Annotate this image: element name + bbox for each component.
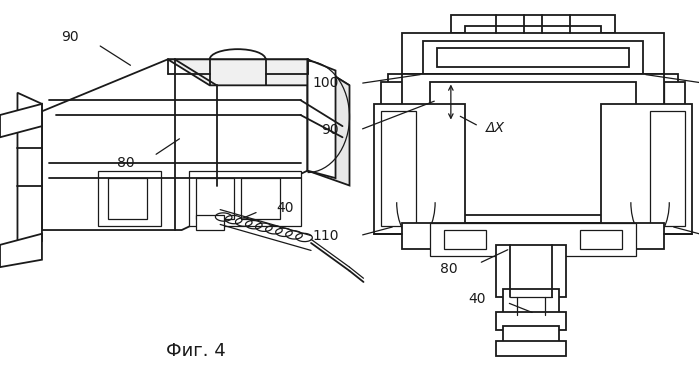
Bar — [496, 245, 566, 297]
Bar — [503, 289, 559, 315]
Text: ΔX: ΔX — [486, 121, 505, 135]
Bar — [650, 111, 685, 226]
Polygon shape — [308, 59, 350, 186]
Bar — [423, 41, 643, 74]
Bar — [437, 48, 629, 67]
Bar — [451, 15, 615, 33]
Polygon shape — [17, 93, 42, 260]
Bar — [402, 74, 664, 223]
Text: 90: 90 — [322, 123, 339, 137]
Text: 80: 80 — [117, 156, 135, 170]
Text: Фиг. 4: Фиг. 4 — [166, 342, 226, 360]
Bar — [196, 178, 234, 219]
Bar — [402, 223, 664, 249]
Polygon shape — [42, 59, 308, 230]
Bar — [503, 326, 559, 345]
Bar — [402, 33, 664, 82]
Bar — [388, 74, 451, 122]
Polygon shape — [168, 59, 350, 85]
Bar — [615, 74, 678, 122]
Bar — [402, 82, 437, 108]
Bar — [465, 26, 601, 45]
Text: 80: 80 — [440, 262, 458, 276]
Bar — [108, 178, 147, 219]
Polygon shape — [0, 234, 42, 267]
Bar — [381, 82, 416, 115]
Bar — [241, 178, 280, 219]
Polygon shape — [308, 59, 336, 178]
Text: 40: 40 — [468, 292, 486, 306]
Bar — [374, 104, 465, 234]
Bar — [629, 82, 664, 108]
Bar — [580, 230, 622, 249]
Bar — [496, 312, 566, 330]
Text: 40: 40 — [276, 201, 294, 215]
Bar — [430, 82, 636, 215]
Polygon shape — [189, 171, 301, 226]
Bar — [444, 230, 486, 249]
Bar — [496, 341, 566, 356]
Bar — [381, 111, 416, 226]
Text: 100: 100 — [312, 76, 339, 91]
Text: 90: 90 — [61, 30, 79, 44]
Bar — [650, 82, 685, 115]
Polygon shape — [0, 104, 42, 137]
Polygon shape — [196, 215, 224, 230]
Text: 110: 110 — [312, 229, 339, 243]
Bar — [601, 104, 692, 234]
Bar — [430, 223, 636, 256]
Polygon shape — [98, 171, 161, 226]
